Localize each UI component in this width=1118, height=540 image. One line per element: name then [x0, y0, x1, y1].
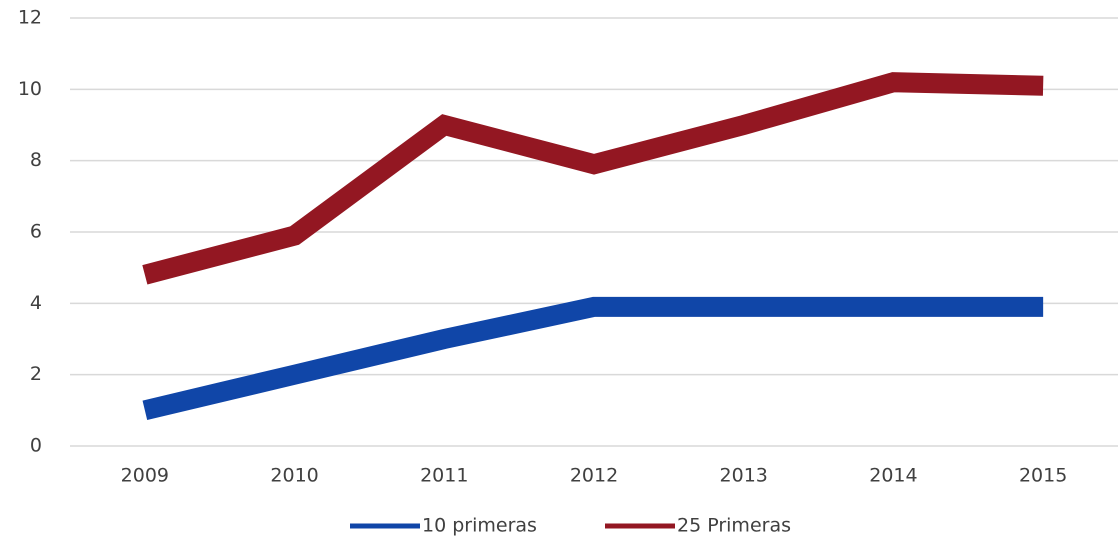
y-tick-label: 4 [30, 292, 42, 314]
y-tick-label: 12 [18, 7, 42, 29]
legend-label: 25 Primeras [677, 515, 791, 537]
x-tick-label: 2010 [270, 465, 318, 487]
data-line [142, 72, 1044, 285]
y-tick-label: 6 [30, 221, 42, 243]
y-tick-label: 2 [30, 363, 42, 385]
y-tick-label: 10 [18, 78, 42, 100]
legend-label: 10 primeras [422, 515, 537, 537]
x-tick-label: 2011 [420, 465, 468, 487]
y-tick-label: 0 [30, 435, 42, 457]
x-tick-label: 2012 [570, 465, 618, 487]
x-tick-label: 2015 [1019, 465, 1067, 487]
x-tick-label: 2013 [720, 465, 768, 487]
x-tick-label: 2014 [869, 465, 917, 487]
data-line [142, 296, 1044, 421]
x-tick-label: 2009 [121, 465, 169, 487]
y-tick-label: 8 [30, 149, 42, 171]
